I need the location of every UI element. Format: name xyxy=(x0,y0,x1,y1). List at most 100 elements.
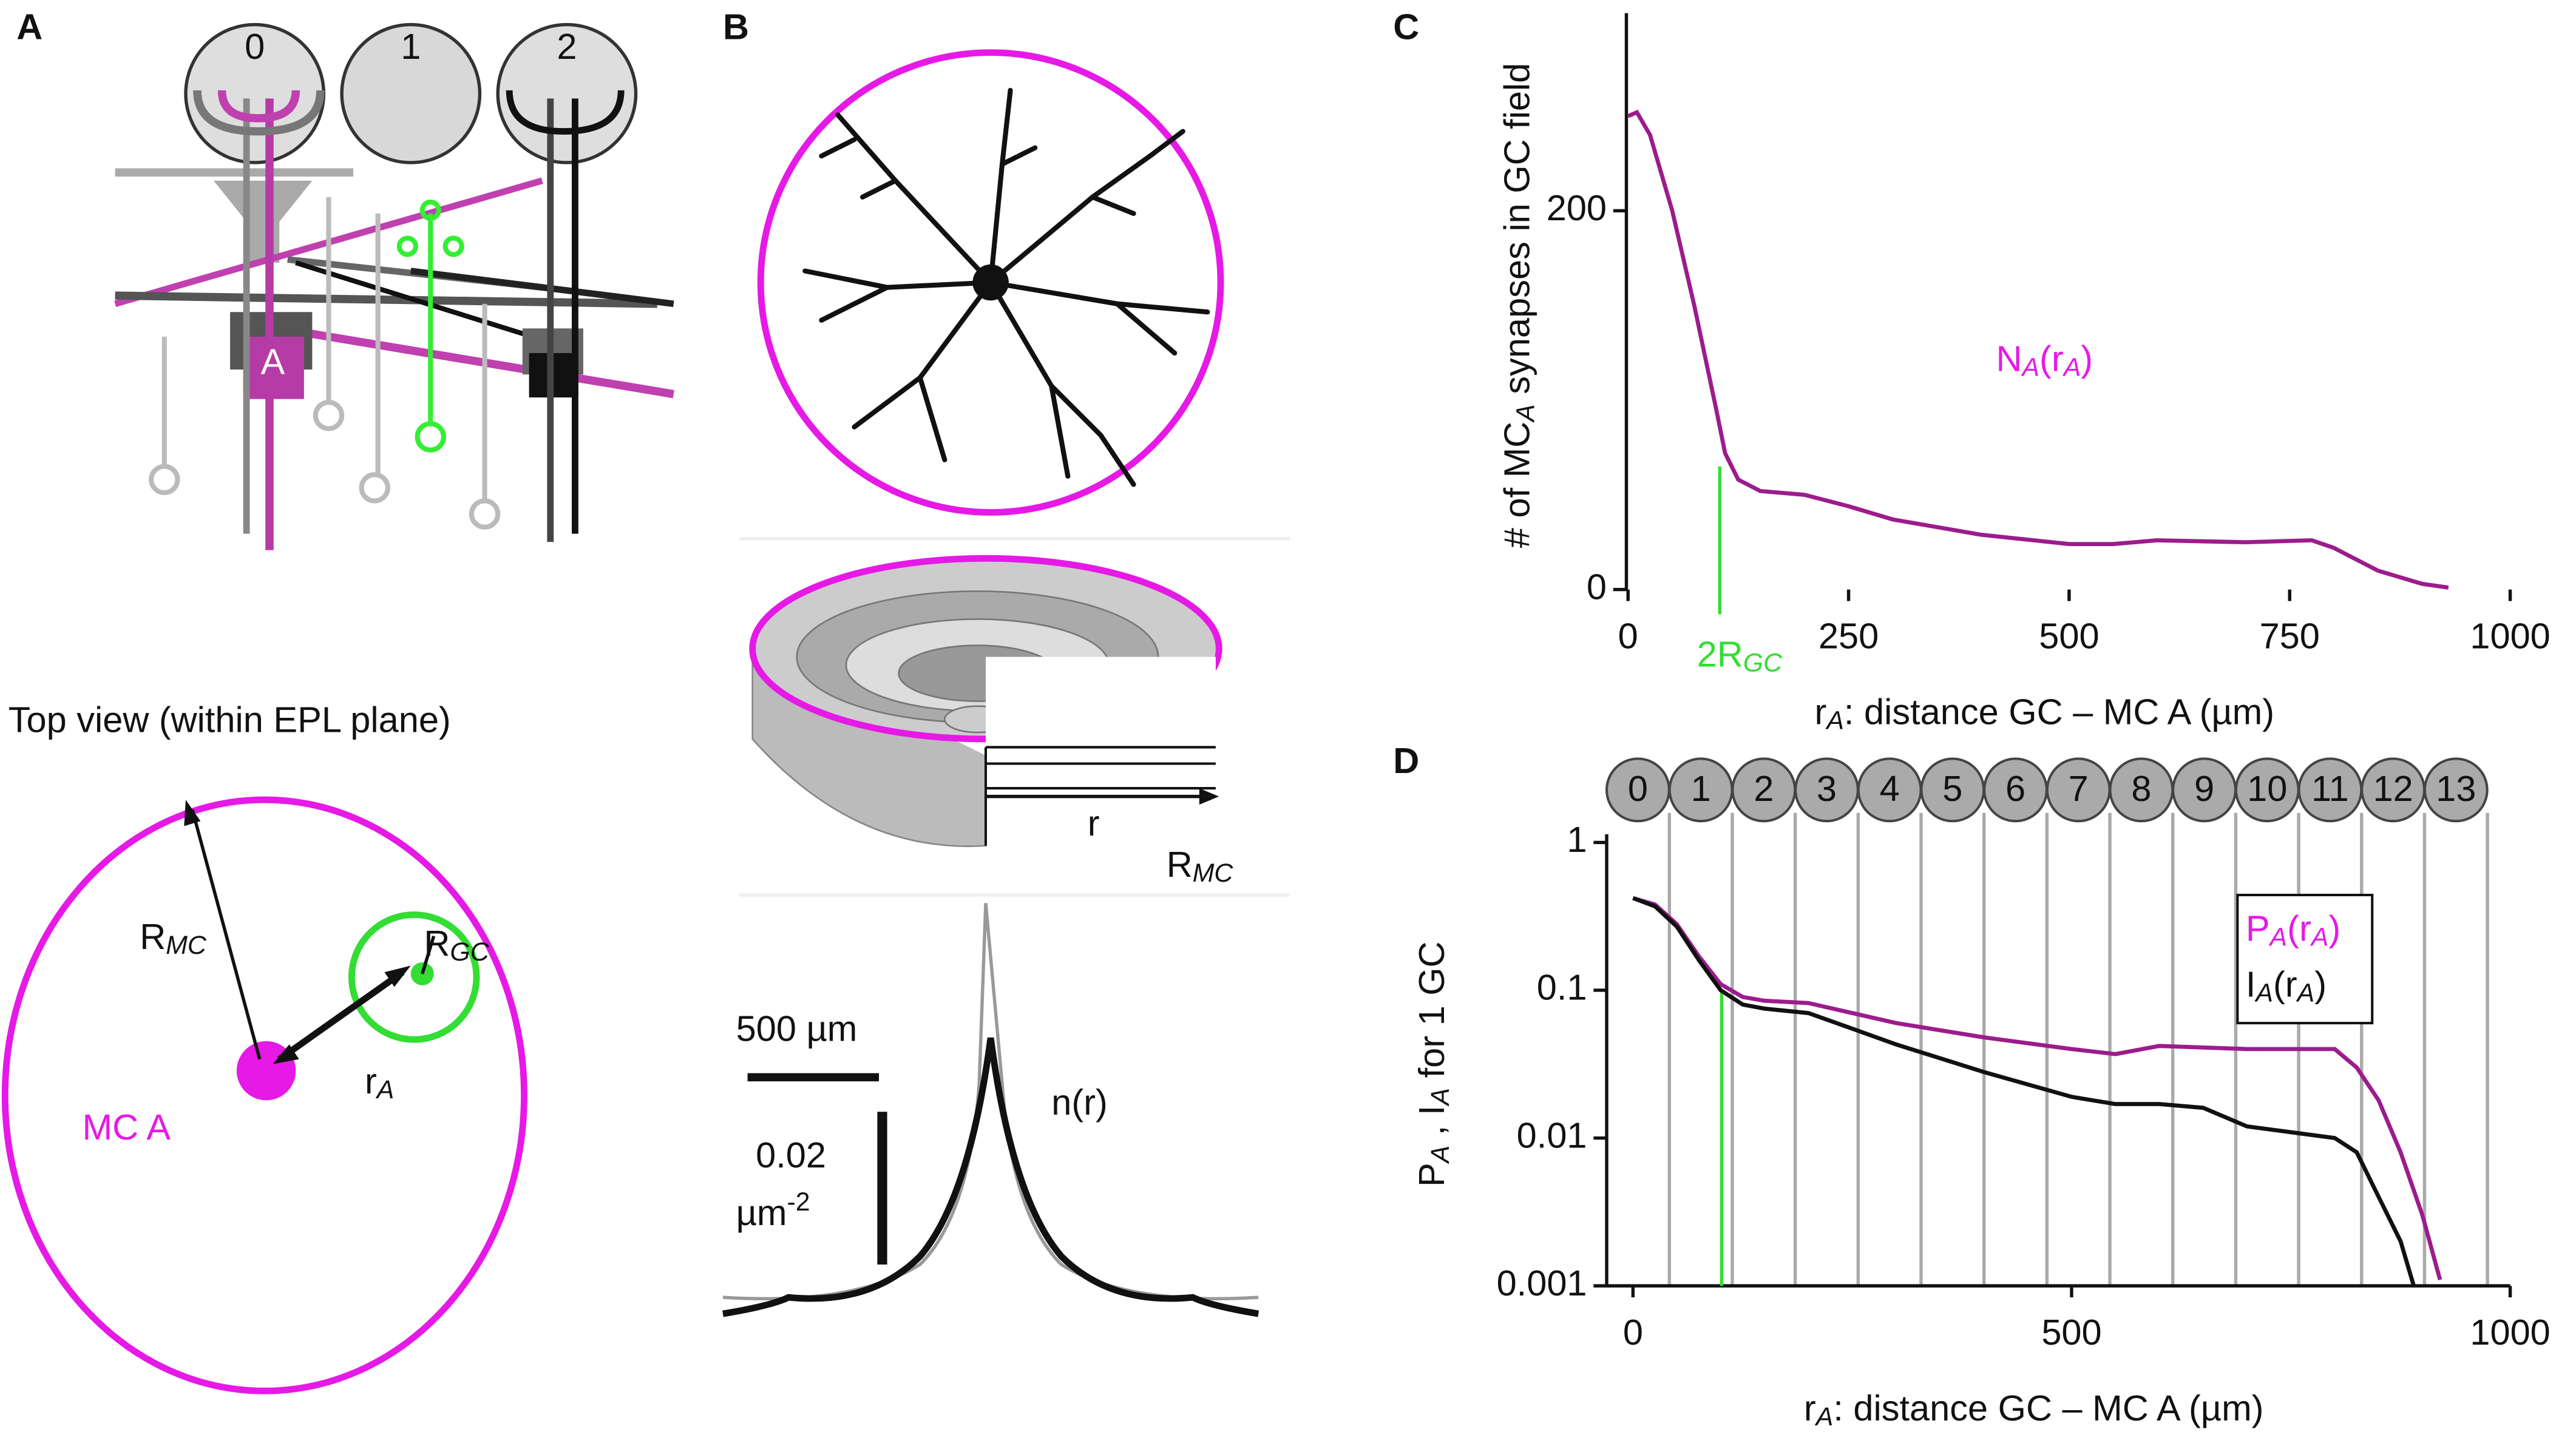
legend-entry-part: ) xyxy=(2314,964,2327,1004)
x-axis-label: rA: distance GC – MC A (µm) xyxy=(1804,1388,2264,1431)
legend-entry-part: I xyxy=(2246,964,2256,1004)
y-tick-label: 0 xyxy=(1587,566,1607,607)
series-line xyxy=(1632,896,2416,1287)
cell-number: 6 xyxy=(2005,768,2025,809)
cell-number: 7 xyxy=(2069,768,2089,809)
y-tick-label: 200 xyxy=(1547,187,1607,228)
x-axis-label: rA: distance GC – MC A (µm) xyxy=(1815,691,2275,735)
annotation-label-part: 2R xyxy=(1697,633,1743,674)
series-line xyxy=(1627,109,2449,590)
cell-number: 5 xyxy=(1942,768,1962,809)
y-axis-label-part: for 1 GC xyxy=(1411,941,1452,1088)
r-mc-label-part: MC xyxy=(1193,859,1234,888)
x-tick-label: 0 xyxy=(1618,616,1638,657)
legend-entry: IA(rA) xyxy=(2246,964,2327,1007)
legend-entry-part: A xyxy=(2296,979,2315,1008)
cell-number: 3 xyxy=(1817,768,1837,809)
cell-number: 8 xyxy=(2131,768,2151,809)
top-view-title: Top view (within EPL plane) xyxy=(8,700,451,740)
scale-y-value: 0.02 xyxy=(756,1135,826,1175)
x-axis-label-part: A xyxy=(1814,1402,1834,1431)
y-axis-label-part: A xyxy=(1426,1146,1455,1165)
panel-label: D xyxy=(1393,740,1419,781)
legend-entry-part: P xyxy=(2246,908,2270,948)
r-a-label-part: r xyxy=(365,1061,377,1101)
x-axis-label-part: A xyxy=(1825,706,1844,735)
cell-number: 1 xyxy=(401,26,421,67)
series-label-part: N xyxy=(1996,338,2022,379)
x-tick-label: 0 xyxy=(1623,1312,1643,1353)
cell-number: 11 xyxy=(2311,768,2349,809)
series-label-part: (r xyxy=(2039,338,2064,379)
y-axis-label-part: A xyxy=(1511,404,1541,424)
series-label-part: A xyxy=(2020,353,2039,382)
legend-entry-part: A xyxy=(2268,923,2288,952)
r-mc-label: RMC xyxy=(140,916,207,960)
annotation-label-part: GC xyxy=(1743,649,1783,678)
r-a-label: rA xyxy=(365,1061,394,1104)
panel-b-drawing xyxy=(722,49,1290,1317)
x-axis-label-part: : distance GC – MC A (µm) xyxy=(1833,1388,2263,1428)
legend-entry-part: A xyxy=(2254,979,2273,1008)
y-axis-label-part: A xyxy=(1426,1088,1455,1107)
y-axis-label: PA , IA for 1 GC xyxy=(1411,941,1455,1187)
x-tick-label: 750 xyxy=(2260,616,2320,657)
curve-label: n(r) xyxy=(1051,1082,1108,1123)
x-tick-label: 500 xyxy=(2039,616,2099,657)
r-mc-label-part: R xyxy=(140,916,166,957)
panel-a-drawing xyxy=(1,90,674,1394)
scale-y-unit-part: -2 xyxy=(787,1187,810,1217)
cell-number: 2 xyxy=(557,26,577,67)
series-label-part: ) xyxy=(2081,338,2093,379)
neuron-label: A xyxy=(261,342,285,382)
panel-label: B xyxy=(723,6,749,47)
cell-number: 13 xyxy=(2436,768,2476,809)
scale-y-unit: µm-2 xyxy=(736,1187,810,1233)
y-axis-label-part: # of MC xyxy=(1496,422,1537,548)
y-axis-label-part: synapses in GC field xyxy=(1496,63,1537,405)
x-axis-label-part: r xyxy=(1815,691,1827,732)
annotation-label: 2RGC xyxy=(1697,633,1783,677)
cell-circle xyxy=(340,22,482,164)
y-tick-label: 0.1 xyxy=(1537,967,1587,1008)
series-label: NA(rA) xyxy=(1996,338,2093,382)
x-axis-label-part: : distance GC – MC A (µm) xyxy=(1844,691,2274,732)
r-label: r xyxy=(1088,803,1100,843)
series-label-part: A xyxy=(2062,353,2081,382)
cell-number: 9 xyxy=(2194,768,2214,809)
scale-y-unit-part: µm xyxy=(736,1192,787,1232)
r-a-label-part: A xyxy=(375,1075,395,1104)
cell-number: 1 xyxy=(1691,768,1711,809)
mc-label: MC A xyxy=(82,1107,171,1147)
r-gc-label-part: GC xyxy=(450,937,489,967)
legend-entry-part: (r xyxy=(2287,908,2311,948)
legend-entry-part: ) xyxy=(2328,908,2340,948)
r-gc-label-part: R xyxy=(424,923,450,964)
y-axis-label: # of MCA synapses in GC field xyxy=(1496,63,1540,549)
cell-number: 0 xyxy=(245,26,265,67)
y-tick-label: 0.01 xyxy=(1517,1115,1587,1155)
panel-label: A xyxy=(16,6,42,47)
y-axis-label-part: , I xyxy=(1411,1106,1452,1146)
x-tick-label: 1000 xyxy=(2470,1312,2550,1353)
legend-entry: PA(rA) xyxy=(2246,908,2340,951)
cell-circle xyxy=(2423,757,2489,823)
x-axis-label-part: r xyxy=(1804,1388,1816,1428)
x-tick-label: 250 xyxy=(1818,616,1879,657)
cell-number: 10 xyxy=(2247,768,2287,809)
panel-label: C xyxy=(1393,6,1419,47)
x-tick-label: 1000 xyxy=(2470,616,2550,657)
series-line xyxy=(1632,896,2442,1281)
legend-box xyxy=(2236,893,2374,1025)
scale-x-label: 500 µm xyxy=(736,1008,858,1049)
x-tick-label: 500 xyxy=(2041,1312,2101,1353)
cell-number: 4 xyxy=(1880,768,1900,809)
r-mc-label: RMC xyxy=(1167,844,1234,888)
y-tick-label: 1 xyxy=(1567,819,1587,860)
r-gc-label: RGC xyxy=(424,923,489,967)
cell-number: 2 xyxy=(1754,768,1774,809)
cell-number: 0 xyxy=(1628,768,1648,809)
r-mc-label-part: MC xyxy=(166,931,207,960)
